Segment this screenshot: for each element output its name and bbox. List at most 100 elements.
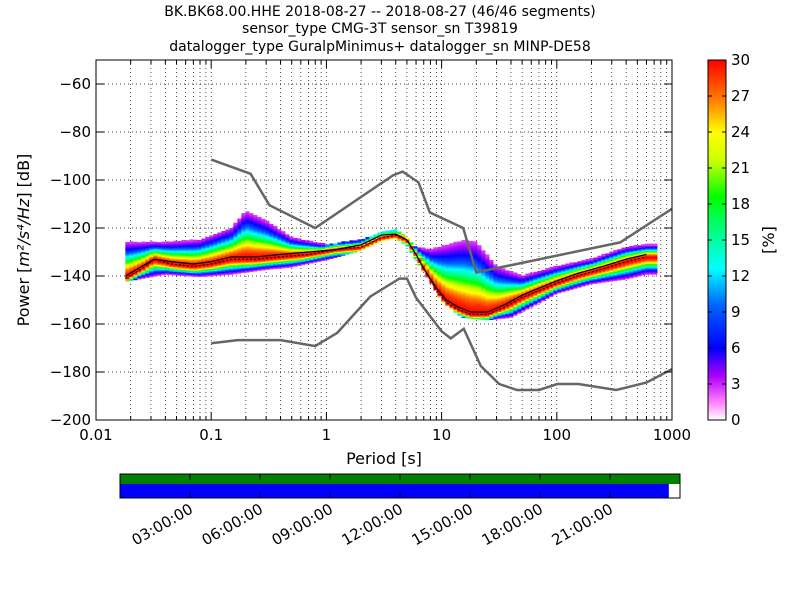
density-cell xyxy=(245,236,250,239)
density-cell xyxy=(469,248,474,251)
density-cell xyxy=(361,246,366,249)
density-cell xyxy=(133,256,138,259)
density-cell xyxy=(269,237,274,240)
density-cell xyxy=(549,289,554,293)
density-cell xyxy=(153,252,158,255)
density-cell xyxy=(613,249,618,253)
density-cell xyxy=(225,239,230,242)
density-cell xyxy=(477,268,482,271)
density-cell xyxy=(429,264,434,267)
density-cell xyxy=(637,264,642,267)
density-cell xyxy=(153,256,158,259)
density-cell xyxy=(437,289,442,292)
density-cell xyxy=(585,279,590,282)
density-cell xyxy=(141,253,146,256)
density-cell xyxy=(581,272,586,275)
density-cell xyxy=(597,260,602,263)
density-cell xyxy=(473,297,478,301)
density-cell xyxy=(605,258,610,261)
density-cell xyxy=(241,237,246,240)
density-cell xyxy=(285,253,290,256)
density-cell xyxy=(433,279,438,283)
density-cell xyxy=(325,257,330,261)
density-cell xyxy=(537,283,542,286)
density-cell xyxy=(529,301,534,304)
density-cell xyxy=(257,268,262,271)
density-cell xyxy=(429,270,434,273)
density-cell xyxy=(501,290,506,293)
density-cell xyxy=(141,257,146,260)
density-cell xyxy=(125,251,130,254)
density-cell xyxy=(545,267,550,271)
density-cell xyxy=(249,261,254,264)
density-cell xyxy=(149,252,154,255)
density-cell xyxy=(465,307,470,311)
density-cell xyxy=(165,241,170,244)
density-cell xyxy=(177,259,182,262)
density-cell xyxy=(473,303,478,307)
density-cell xyxy=(257,262,262,265)
density-cell xyxy=(533,273,538,276)
density-cell xyxy=(173,264,178,268)
density-cell xyxy=(233,263,238,266)
density-cell xyxy=(133,273,138,276)
density-cell xyxy=(125,272,130,275)
density-cell xyxy=(265,253,270,256)
density-cell xyxy=(461,297,466,301)
density-cell xyxy=(613,272,618,276)
density-cell xyxy=(637,250,642,253)
density-cell xyxy=(461,303,466,307)
density-cell xyxy=(145,272,150,275)
density-cell xyxy=(129,260,134,263)
timeline-tick-label: 21:00:00 xyxy=(549,500,616,549)
density-cell xyxy=(633,275,638,278)
density-cell xyxy=(529,272,534,276)
density-cell xyxy=(493,269,498,272)
density-cell xyxy=(465,259,470,263)
density-cell xyxy=(485,259,490,262)
density-cell xyxy=(649,265,654,268)
density-cell xyxy=(157,267,162,270)
density-cell xyxy=(457,284,462,288)
density-cell xyxy=(433,252,438,255)
density-cell xyxy=(509,283,514,286)
density-cell xyxy=(441,278,446,282)
density-cell xyxy=(445,283,450,286)
density-cell xyxy=(485,282,490,285)
density-cell xyxy=(497,300,502,303)
chart-title: BK.BK68.00.HHE 2018-08-27 -- 2018-08-27 … xyxy=(164,4,596,55)
density-cell xyxy=(489,303,494,306)
density-cell xyxy=(485,288,490,291)
density-cell xyxy=(621,269,626,272)
density-cell xyxy=(149,261,154,265)
density-cell xyxy=(637,258,642,261)
density-cell xyxy=(277,229,282,232)
density-cell xyxy=(129,266,134,269)
density-cell xyxy=(477,257,482,260)
density-cell xyxy=(221,273,226,276)
density-cell xyxy=(293,263,298,266)
density-cell xyxy=(213,234,218,237)
density-cell xyxy=(469,280,474,283)
density-cell xyxy=(329,243,334,246)
density-cell xyxy=(473,315,478,319)
density-cell xyxy=(201,254,206,257)
density-cell xyxy=(493,292,498,295)
density-cell xyxy=(485,318,490,321)
density-cell xyxy=(129,246,134,249)
density-cell xyxy=(489,290,494,293)
density-cell xyxy=(465,282,470,285)
density-cell xyxy=(169,253,174,256)
density-cell xyxy=(465,277,470,281)
density-cell xyxy=(125,242,130,245)
density-cell xyxy=(549,277,554,281)
density-cell xyxy=(521,275,526,278)
density-cell xyxy=(553,288,558,292)
density-cell xyxy=(477,253,482,256)
density-cell xyxy=(525,298,530,302)
density-cell xyxy=(189,273,194,276)
density-cell xyxy=(465,258,470,261)
density-cell xyxy=(229,265,234,268)
density-cell xyxy=(469,240,474,244)
density-cell xyxy=(433,267,438,271)
